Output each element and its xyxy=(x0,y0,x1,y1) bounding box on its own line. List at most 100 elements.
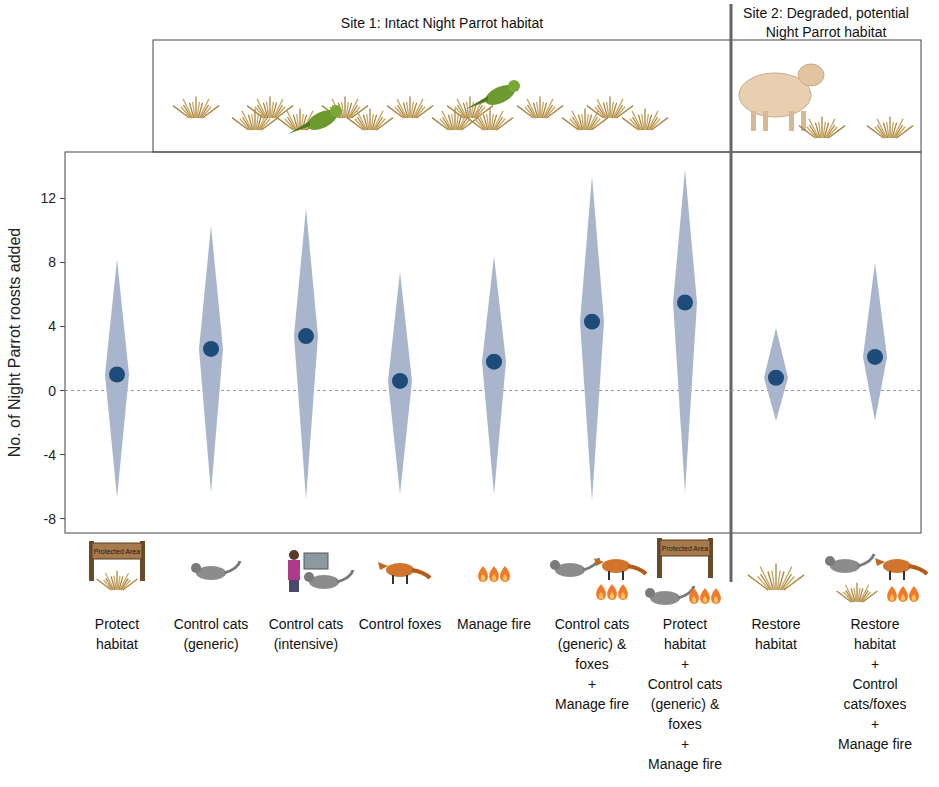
plot-frame xyxy=(65,152,921,533)
fire-icon xyxy=(689,588,721,604)
cat-head xyxy=(825,556,835,566)
grass-blade xyxy=(651,118,668,130)
flame xyxy=(700,588,710,604)
sheep-leg xyxy=(789,111,794,131)
fox-leg xyxy=(889,571,891,580)
flame-core xyxy=(503,574,508,581)
category-label-line: habitat xyxy=(96,636,138,652)
parrot-tail xyxy=(466,96,488,109)
grass-icon xyxy=(748,564,804,590)
cat-icon xyxy=(645,586,694,605)
cat-tail xyxy=(224,561,240,573)
category-label-line: Control cats xyxy=(555,616,630,632)
category-label-line: foxes xyxy=(575,656,608,672)
category-label-line: Protect xyxy=(663,616,707,632)
y-axis: -8-404812 xyxy=(40,190,65,526)
grass-icon xyxy=(467,108,513,130)
grass-blade xyxy=(821,116,822,138)
grass-blade xyxy=(452,114,454,130)
group-title: Site 1: Intact Night Parrot habitat xyxy=(341,15,543,31)
fox-leg xyxy=(622,571,624,580)
interval xyxy=(482,256,506,495)
grass-blade xyxy=(537,102,539,118)
category-label: Control foxes xyxy=(359,616,441,632)
grass-blade xyxy=(856,583,857,602)
y-tick-label: 8 xyxy=(48,254,56,270)
category-label-line: Manage fire xyxy=(555,696,629,712)
category-label-line: habitat xyxy=(664,636,706,652)
point xyxy=(768,370,784,386)
category-label-line: Restore xyxy=(850,616,899,632)
grass-blade xyxy=(775,564,776,590)
grass-blade xyxy=(409,96,410,118)
grass-blade xyxy=(546,106,563,118)
grass-blade xyxy=(591,118,608,130)
grass-blade xyxy=(784,575,804,590)
group-title-line: Site 1: Intact Night Parrot habitat xyxy=(341,15,543,31)
grass-blade xyxy=(269,96,270,118)
parrot-head xyxy=(330,105,342,117)
category-label: Restorehabitat xyxy=(751,616,800,652)
grass-icon xyxy=(622,108,668,130)
grass-blade xyxy=(845,585,854,602)
grass-blade xyxy=(644,108,645,130)
parrot-tail xyxy=(288,121,310,134)
grass-icon xyxy=(387,96,433,118)
category-label-line: Control foxes xyxy=(359,616,441,632)
interval xyxy=(294,208,318,499)
grass-blade xyxy=(276,106,293,118)
grass-blade xyxy=(487,114,489,130)
fox-tail xyxy=(412,570,430,578)
y-tick-label: 0 xyxy=(48,383,56,399)
cat-head xyxy=(645,588,655,598)
cat-tail xyxy=(858,554,874,566)
parrot-head xyxy=(508,80,520,92)
grass-blade xyxy=(582,114,584,130)
cat-icon xyxy=(304,570,353,589)
point xyxy=(298,328,314,344)
group-title-line: Night Parrot habitat xyxy=(766,24,887,40)
grass-blade xyxy=(202,106,219,118)
cat-icon xyxy=(550,558,599,577)
category-label-line: Manage fire xyxy=(648,756,722,772)
grass-blade xyxy=(489,108,490,130)
point xyxy=(203,341,219,357)
grass-blade xyxy=(896,126,913,138)
cat-icon xyxy=(191,561,240,580)
grass-blade xyxy=(851,588,855,602)
person-legs xyxy=(289,580,299,592)
category-label-line: (intensive) xyxy=(274,636,339,652)
group-title: Site 2: Degraded, potentialNight Parrot … xyxy=(743,5,909,40)
grass-icon xyxy=(799,116,845,138)
category-label-line: (generic) & xyxy=(558,636,627,652)
category-label-line: + xyxy=(588,676,596,692)
grass-blade xyxy=(607,102,609,118)
fox-leg xyxy=(608,571,610,580)
category-label-line: (generic) & xyxy=(651,696,720,712)
interval xyxy=(863,262,887,420)
grass-blade xyxy=(193,102,195,118)
grass-blade xyxy=(342,102,344,118)
flame xyxy=(500,566,510,582)
grass-blade xyxy=(889,116,890,138)
y-tick-label: 12 xyxy=(40,190,56,206)
category-label-line: Control cats xyxy=(174,616,249,632)
sign-board xyxy=(92,543,142,559)
grass-blade xyxy=(369,108,370,130)
grass-icon xyxy=(587,96,633,118)
sign-text: Protected Area xyxy=(94,548,140,555)
person-body xyxy=(288,560,300,580)
category-label-line: + xyxy=(681,736,689,752)
fire-icon xyxy=(596,584,628,600)
grass-blade xyxy=(642,114,644,130)
fire-icon xyxy=(887,586,919,602)
grass-blade xyxy=(407,102,409,118)
banner-frame xyxy=(153,40,921,152)
person-head xyxy=(289,550,299,560)
fox-body xyxy=(386,563,414,577)
grass-icon xyxy=(247,96,293,118)
parrot-icon xyxy=(288,105,342,134)
grass-blade xyxy=(116,571,117,590)
category-label-line: Control cats xyxy=(648,676,723,692)
grass-blade xyxy=(123,579,138,590)
